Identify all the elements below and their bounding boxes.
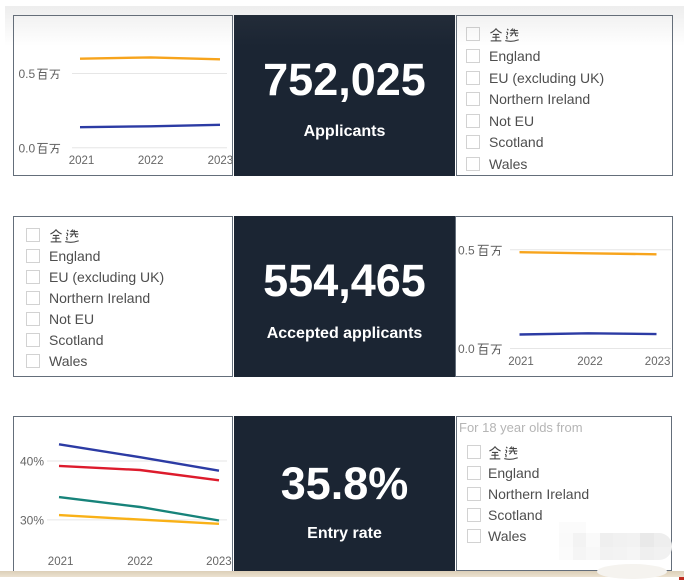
svg-text:0.5: 0.5	[458, 243, 475, 257]
svg-text:2022: 2022	[577, 356, 603, 368]
svg-text:2023: 2023	[645, 356, 671, 368]
svg-text:0.0: 0.0	[19, 141, 36, 155]
svg-text:0.0: 0.0	[458, 342, 475, 356]
svg-text:2021: 2021	[508, 356, 534, 368]
svg-text:2023: 2023	[208, 155, 233, 167]
svg-text:2022: 2022	[138, 155, 164, 167]
svg-text:40%: 40%	[20, 455, 44, 469]
svg-text:0.5: 0.5	[19, 67, 36, 81]
svg-text:2021: 2021	[48, 556, 74, 568]
svg-text:30%: 30%	[20, 513, 44, 527]
svg-text:2022: 2022	[127, 556, 153, 568]
svg-text:2023: 2023	[206, 556, 232, 568]
svg-text:2021: 2021	[69, 155, 95, 167]
